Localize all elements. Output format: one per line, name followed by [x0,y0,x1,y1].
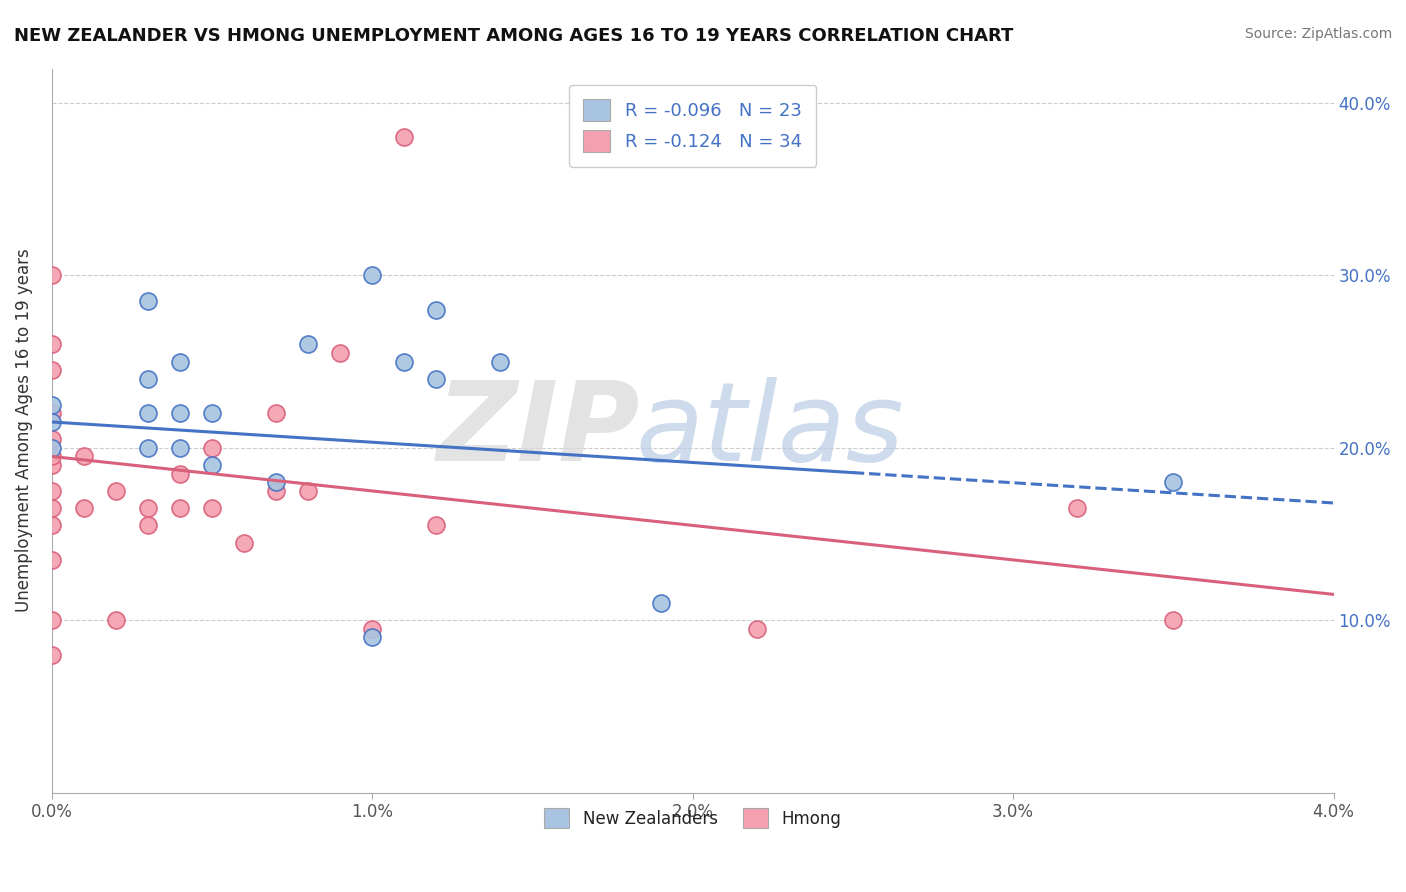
Point [1163,475,1185,490]
Point [201,441,224,455]
Text: ZIP: ZIP [437,377,641,484]
Text: NEW ZEALANDER VS HMONG UNEMPLOYMENT AMONG AGES 16 TO 19 YEARS CORRELATION CHART: NEW ZEALANDER VS HMONG UNEMPLOYMENT AMON… [14,27,1014,45]
Point [41,398,63,412]
Point [41,268,63,283]
Point [41,337,63,351]
Point [136,294,159,309]
Point [489,354,512,368]
Y-axis label: Unemployment Among Ages 16 to 19 years: Unemployment Among Ages 16 to 19 years [15,249,32,613]
Point [745,622,768,636]
Point [233,535,256,549]
Point [41,441,63,455]
Point [745,130,768,145]
Text: atlas: atlas [636,377,904,484]
Point [41,553,63,567]
Point [297,483,319,498]
Point [41,613,63,627]
Point [136,406,159,420]
Point [394,354,416,368]
Point [329,346,352,360]
Point [169,467,191,481]
Text: Source: ZipAtlas.com: Source: ZipAtlas.com [1244,27,1392,41]
Point [361,631,384,645]
Point [41,450,63,464]
Point [41,501,63,516]
Point [169,354,191,368]
Point [73,450,96,464]
Point [41,518,63,533]
Point [41,363,63,377]
Point [41,415,63,429]
Point [41,432,63,446]
Point [41,648,63,662]
Point [264,483,287,498]
Point [201,501,224,516]
Point [73,501,96,516]
Point [201,458,224,472]
Point [136,501,159,516]
Point [169,406,191,420]
Point [41,406,63,420]
Point [169,441,191,455]
Point [297,337,319,351]
Point [41,483,63,498]
Point [1163,613,1185,627]
Legend: New Zealanders, Hmong: New Zealanders, Hmong [537,801,848,835]
Point [361,622,384,636]
Point [425,518,447,533]
Point [650,596,672,610]
Point [264,475,287,490]
Point [104,483,127,498]
Point [361,268,384,283]
Point [201,406,224,420]
Point [136,372,159,386]
Point [104,613,127,627]
Point [425,302,447,317]
Point [136,518,159,533]
Point [264,406,287,420]
Point [136,441,159,455]
Point [41,458,63,472]
Point [1066,501,1088,516]
Point [169,501,191,516]
Point [394,130,416,145]
Point [425,372,447,386]
